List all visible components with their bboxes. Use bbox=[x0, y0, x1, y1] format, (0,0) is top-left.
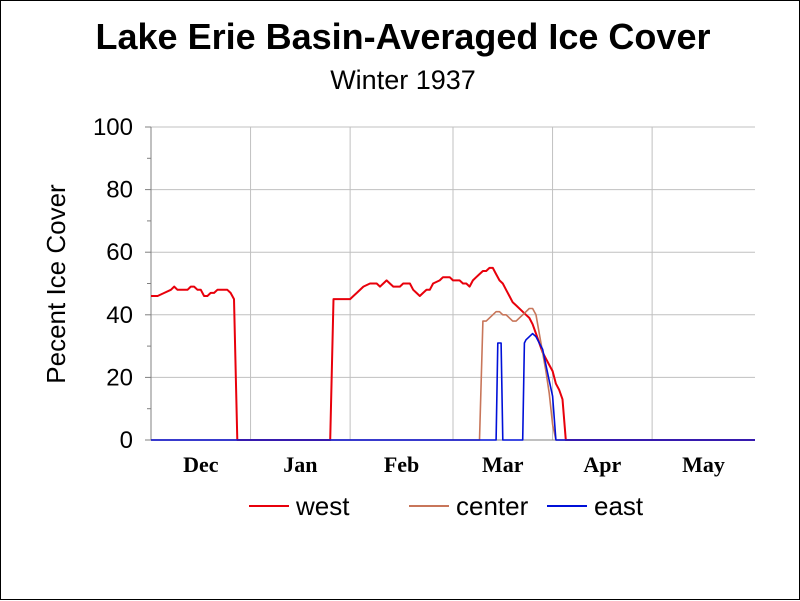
series-line-east bbox=[151, 332, 755, 441]
x-tick-label: Jan bbox=[283, 452, 317, 477]
series-line-center bbox=[151, 307, 755, 441]
x-tick-label: May bbox=[682, 452, 725, 477]
y-axis-label: Pecent Ice Cover bbox=[41, 184, 71, 384]
legend-label-west: west bbox=[295, 491, 350, 521]
legend-label-east: east bbox=[594, 491, 644, 521]
x-tick-label: Mar bbox=[482, 452, 524, 477]
x-tick-label: Feb bbox=[384, 452, 419, 477]
y-tick-labels: 0 20 40 60 80 100 bbox=[93, 114, 133, 454]
y-tick-label: 100 bbox=[93, 114, 133, 141]
y-tick-label: 20 bbox=[106, 364, 133, 391]
y-tick-label: 40 bbox=[106, 302, 133, 329]
grid-lines bbox=[151, 126, 755, 440]
y-tick-label: 60 bbox=[106, 239, 133, 266]
y-tick-label: 80 bbox=[106, 177, 133, 204]
series-lines bbox=[151, 266, 755, 441]
legend: west center east bbox=[249, 491, 644, 521]
x-tick-label: Dec bbox=[183, 452, 219, 477]
x-tick-labels: Dec Jan Feb Mar Apr May bbox=[183, 452, 725, 477]
chart-subtitle: Winter 1937 bbox=[330, 65, 476, 95]
x-tick-label: Apr bbox=[583, 452, 621, 477]
chart-title: Lake Erie Basin-Averaged Ice Cover bbox=[96, 16, 711, 57]
legend-label-center: center bbox=[456, 491, 529, 521]
y-tick-label: 0 bbox=[120, 427, 133, 454]
